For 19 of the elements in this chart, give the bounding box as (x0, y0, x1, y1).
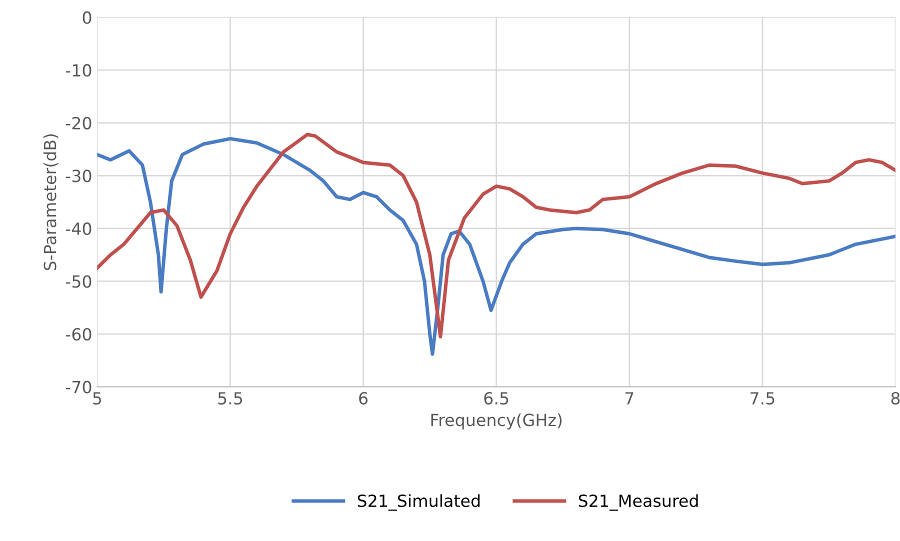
x-tick-label: 5.5 (218, 392, 242, 405)
y-axis-title: S-Parameter(dB) (43, 134, 58, 270)
legend-label: S21_Simulated (358, 494, 480, 511)
x-tick-label: 6.5 (484, 392, 508, 405)
y-tick-label: -10 (66, 64, 92, 77)
y-tick-label: 0 (82, 11, 92, 24)
x-tick-label: 7.5 (750, 392, 774, 405)
x-axis-title: Frequency(GHz) (431, 413, 562, 430)
y-tick-label: -40 (66, 222, 92, 236)
y-tick-label: -20 (66, 116, 92, 130)
y-tick-label: -70 (66, 380, 92, 394)
x-tick-label: 6 (359, 392, 368, 405)
x-tick-label: 5 (93, 392, 102, 405)
y-tick-label: -30 (66, 170, 92, 182)
x-tick-label: 8 (891, 392, 900, 405)
y-tick-label: -60 (66, 328, 92, 341)
x-tick-label: 7 (625, 392, 634, 404)
legend-label: S21_Measured (578, 494, 698, 511)
y-tick-label: -50 (66, 275, 92, 288)
